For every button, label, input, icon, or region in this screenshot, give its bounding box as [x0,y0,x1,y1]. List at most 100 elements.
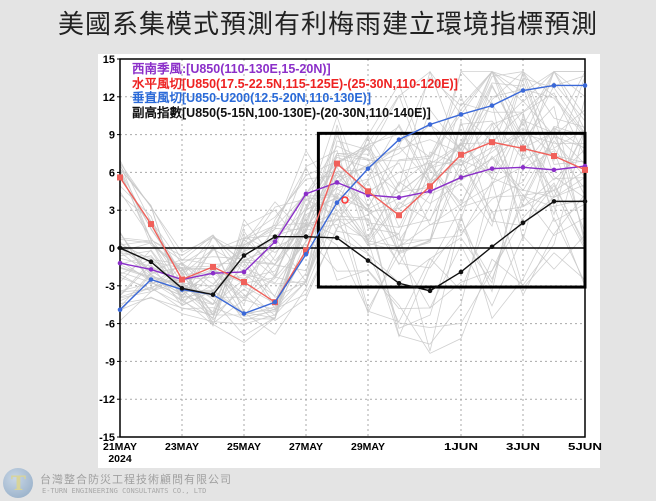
y-tick-label: -3 [105,281,115,293]
series-point-2 [365,166,371,171]
ensemble-member-line [119,122,586,293]
x-tick-label: 27MAY [289,441,323,453]
series-point-0 [303,191,309,197]
series-point-3 [148,259,154,265]
ensemble-member-line [119,71,586,317]
y-tick-label: -9 [105,356,115,368]
series-point-3 [117,245,123,251]
series-point-0 [241,269,247,275]
series-point-0 [334,180,340,185]
series-point-1 [365,188,371,195]
page-title: 美國系集模式預測有利梅雨建立環境指標預測 [57,10,598,40]
series-point-3 [365,258,371,263]
series-point-0 [210,270,216,276]
x-tick-label: 21MAY [103,441,137,453]
ensemble-member-line [119,209,586,329]
x-tick-label: 25MAY [227,441,261,453]
series-point-1 [396,212,402,219]
series-point-0 [520,165,526,170]
y-tick-label: 12 [103,92,115,104]
series-point-2 [148,277,154,282]
series-point-2 [272,299,278,305]
series-point-1 [582,166,588,173]
series-point-3 [272,234,278,239]
series-point-3 [427,288,433,294]
series-point-3 [520,220,526,226]
ensemble-member-line [119,194,586,316]
series-point-0 [272,239,278,244]
legend-item-sw-monsoon: 西南季風:[U850(110-130E,15-20N)] [132,62,331,76]
legend-item-subtropical-high: 副高指數[U850(5-15N,100-130E)-(20-30N,110-14… [132,105,431,120]
series-point-1 [458,151,464,158]
series-point-3 [303,234,309,239]
ensemble-member-line [119,71,586,317]
series-point-3 [334,235,340,241]
ensemble-member-line [119,190,586,338]
y-tick-label: -12 [99,394,115,406]
series-point-1 [489,139,495,146]
y-tick-label: 0 [109,243,115,255]
series-point-2 [458,112,464,117]
series-line-0 [119,165,586,281]
highlight-marker [341,196,349,204]
ensemble-member-line [119,150,586,306]
legend-item-vertical-shear: 垂直風切[U850-U200(12.5-20N,110-130E)] [132,91,371,105]
series-point-0 [427,189,433,194]
y-tick-label: -15 [99,432,115,444]
ensemble-member-line [119,136,586,284]
x-tick-label: 5JUN [568,441,602,453]
series-point-1 [334,160,340,167]
ensemble-member-line [119,150,586,328]
series-point-3 [551,199,557,204]
x-tick-label: 3JUN [506,441,540,453]
x-tick-label: 1JUN [444,441,478,453]
series-point-2 [551,83,557,88]
y-tick-label: 9 [109,130,115,142]
series-point-1 [179,276,185,283]
series-point-2 [334,200,340,205]
series-point-3 [489,244,495,250]
ensemble-member-line [119,92,586,297]
series-point-3 [458,269,464,275]
ensemble-member-line [119,70,586,322]
series-point-1 [520,145,526,152]
series-point-0 [148,267,154,272]
series-point-1 [241,279,247,286]
ensemble-member-line [119,119,586,299]
series-point-0 [458,175,464,180]
x-year-label: 2024 [108,453,132,465]
series-point-3 [179,286,185,291]
series-point-2 [427,122,433,127]
series-point-1 [551,153,557,160]
highlight-box [316,131,587,289]
legend-item-horizontal-shear: 水平風切[U850(17.5-22.5N,115-125E)-(25-30N,1… [132,76,458,91]
x-tick-label: 29MAY [351,441,385,453]
ensemble-member-line [119,129,586,299]
series-point-2 [303,252,309,257]
series-point-2 [396,137,402,142]
series-point-3 [582,199,588,204]
series-point-1 [117,174,123,181]
series-point-3 [241,253,247,258]
series-point-2 [117,307,123,313]
ensemble-member-line [119,195,586,320]
ensemble-member-line [119,195,586,310]
x-tick-label: 23MAY [165,441,199,453]
company-name: 台灣整合防災工程技術顧問有限公司 [40,473,232,486]
series-point-3 [210,292,216,297]
series-point-1 [148,221,154,228]
series-point-2 [489,103,495,108]
ensemble-member-line [119,157,586,298]
y-tick-label: 3 [109,205,115,217]
series-line-3 [119,200,585,296]
ensemble-member-line [119,111,586,305]
ensemble-member-line [119,182,586,310]
series-point-1 [427,183,433,190]
legend: 西南季風:[U850(110-130E,15-20N)] 水平風切[U850(1… [132,62,458,120]
ensemble-member-line [119,127,586,319]
y-tick-label: 6 [109,167,115,179]
company-name-en: E-TURN ENGINEERING CONSULTANTS CO., LTD [42,487,207,495]
ensemble-member-line [119,125,586,293]
y-tick-label: 15 [103,54,115,66]
